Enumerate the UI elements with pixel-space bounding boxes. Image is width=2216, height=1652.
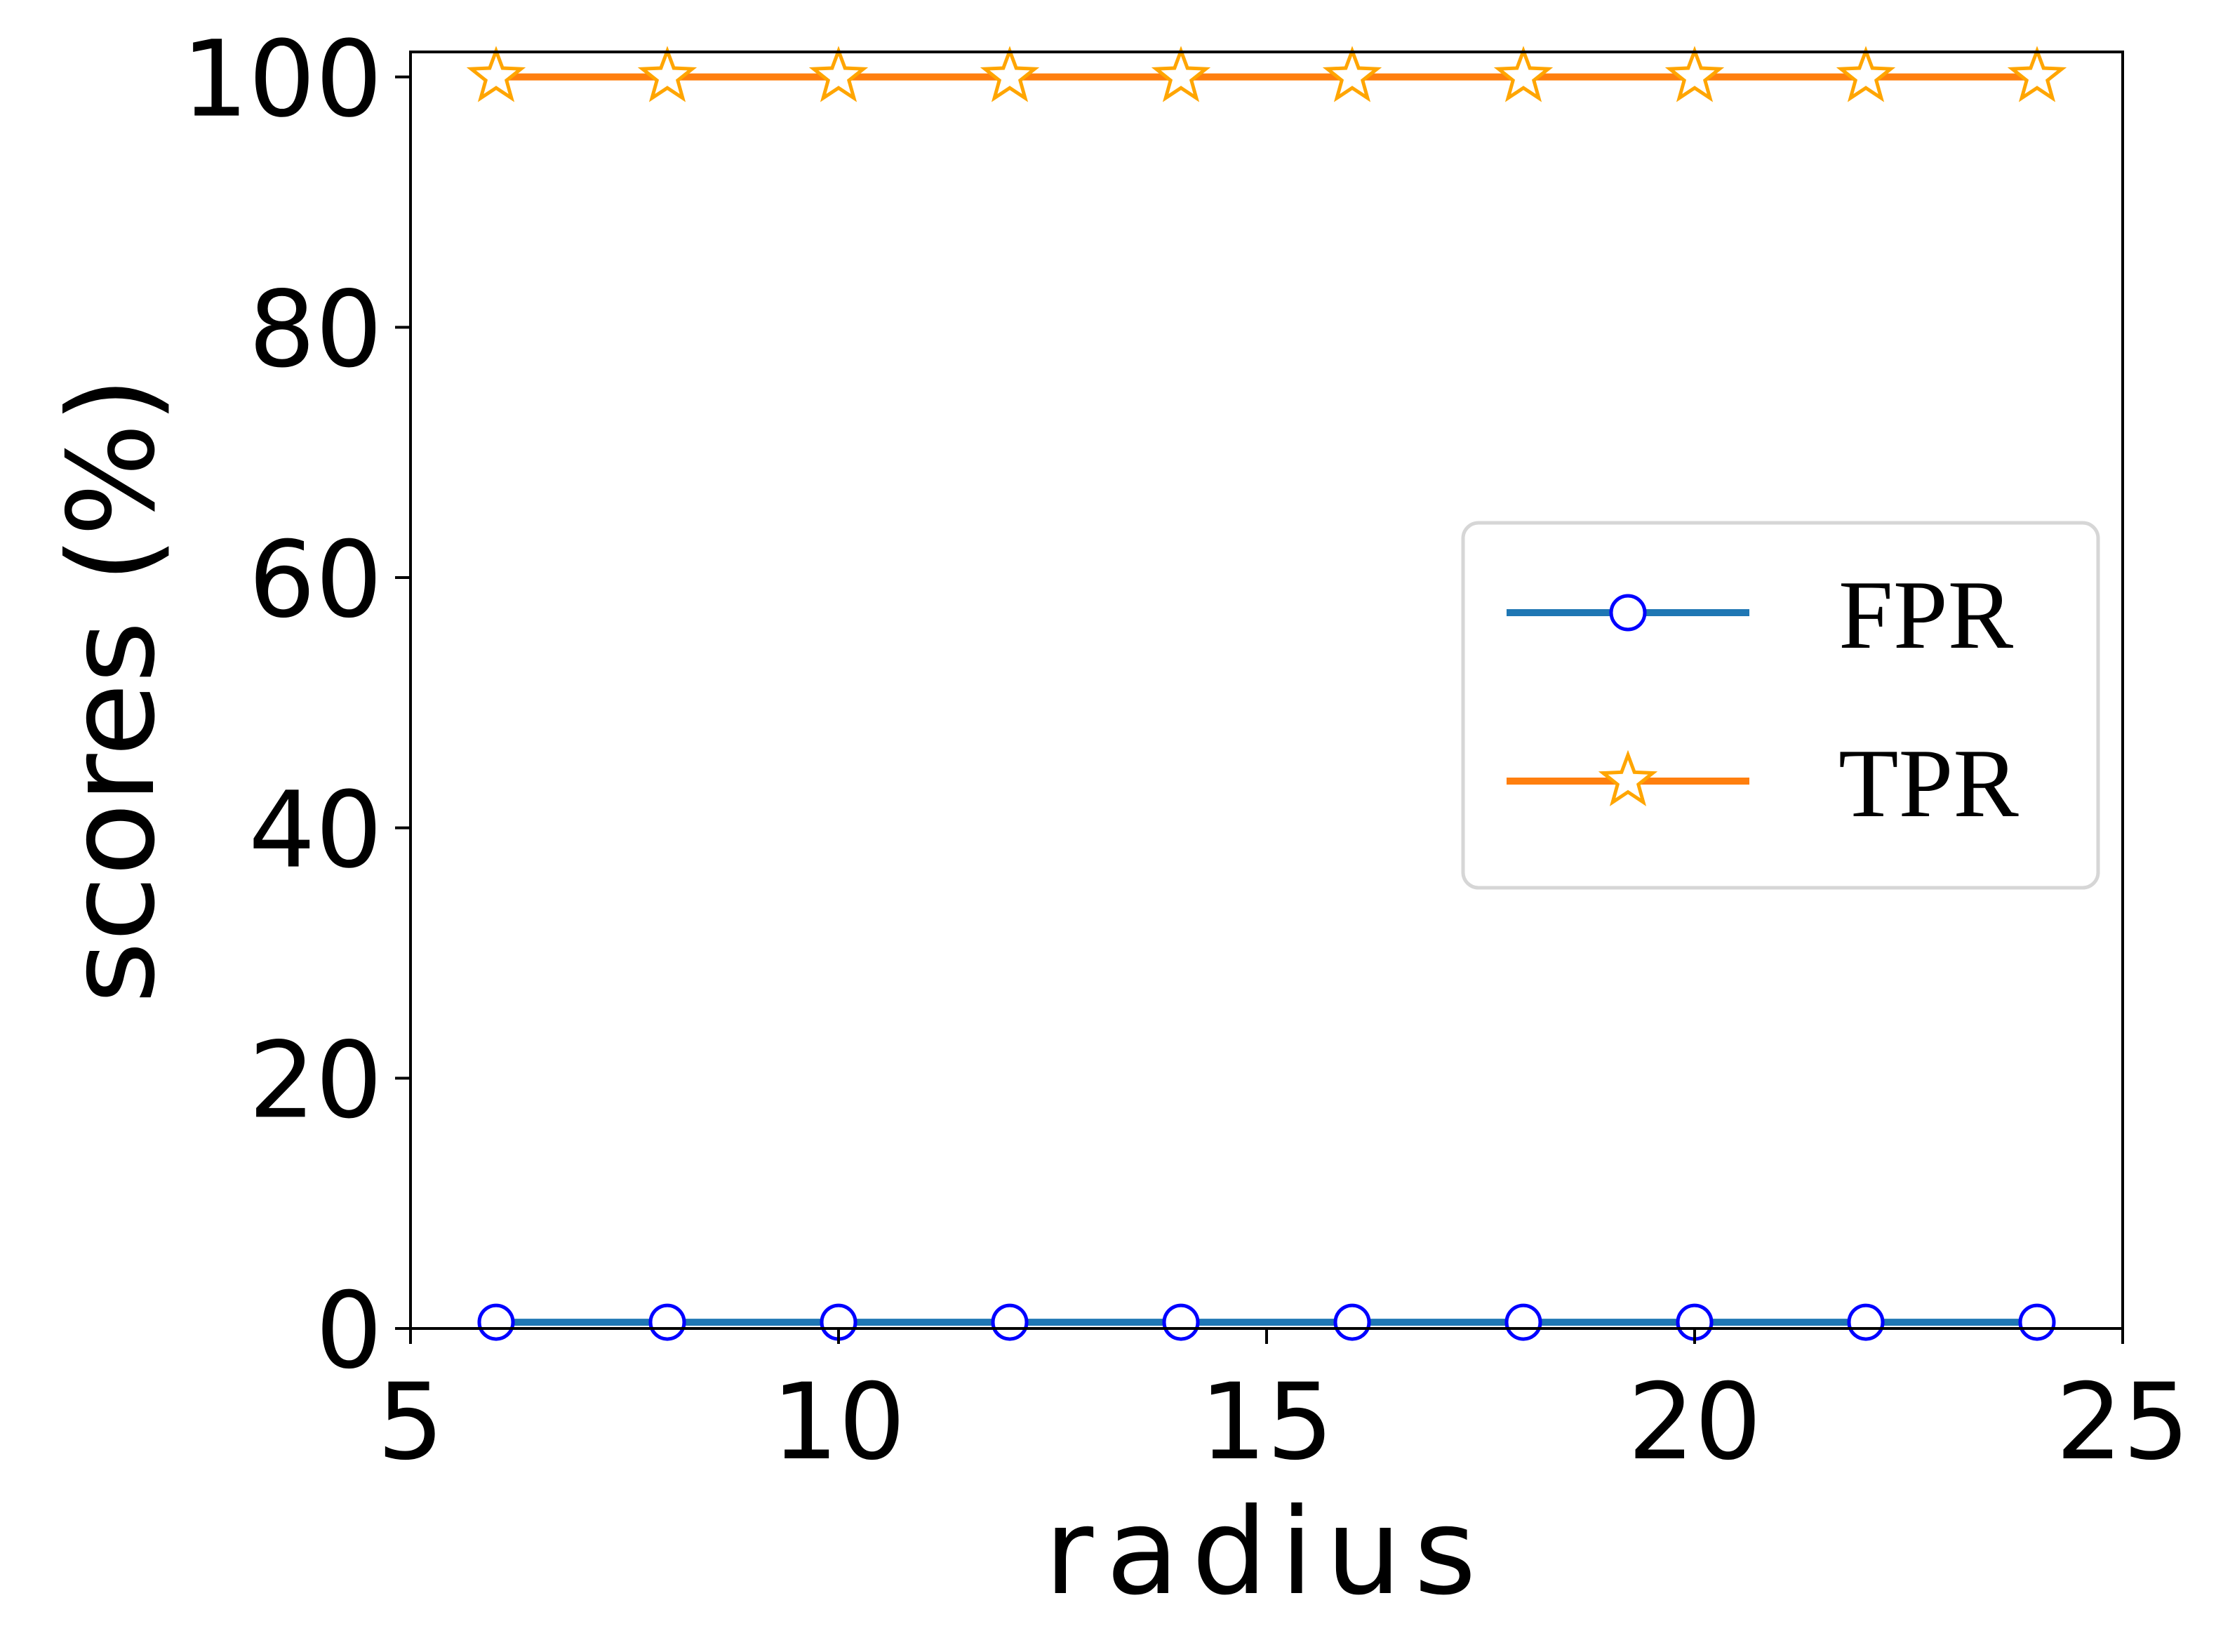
series-fpr	[477, 1303, 2056, 1341]
y-tick-label: 80	[248, 269, 382, 391]
fpr-point	[477, 1303, 515, 1341]
x-axis-title: radius	[1044, 1483, 1489, 1622]
y-tick-label: 40	[248, 770, 382, 892]
fpr-point	[648, 1303, 686, 1341]
fpr-point	[1504, 1303, 1542, 1341]
tpr-point	[1322, 46, 1382, 102]
y-tick-label: 100	[182, 19, 382, 141]
x-tick-label: 5	[377, 1361, 443, 1484]
x-tick-label: 20	[1628, 1361, 1762, 1484]
x-tick-label: 10	[772, 1361, 906, 1484]
legend: FPR TPR	[1461, 521, 2100, 890]
legend-item-fpr: FPR	[1507, 561, 2014, 670]
fpr-point	[1847, 1303, 1885, 1341]
legend-item-tpr: TPR	[1507, 729, 2019, 838]
x-tick-label: 25	[2056, 1361, 2190, 1484]
plot-area	[466, 46, 2067, 1341]
tpr-point	[1493, 46, 1554, 102]
legend-tpr-marker	[1598, 750, 1658, 806]
tpr-point	[466, 46, 526, 102]
fpr-point	[2018, 1303, 2056, 1341]
legend-label-tpr: TPR	[1838, 729, 2019, 838]
series-tpr	[466, 46, 2067, 102]
tpr-point	[1664, 46, 1725, 102]
tpr-point	[1836, 46, 1896, 102]
fpr-point	[991, 1303, 1029, 1341]
legend-entries: FPR TPR	[1507, 561, 2019, 838]
tpr-point	[980, 46, 1040, 102]
tpr-point	[637, 46, 697, 102]
y-tick-label: 60	[248, 519, 382, 641]
axes: 5 10 15 20 25 0 20 40 60 80 100	[182, 19, 2190, 1484]
legend-fpr-marker	[1609, 594, 1647, 632]
y-tick-label: 0	[316, 1270, 382, 1392]
fpr-point	[1162, 1303, 1200, 1341]
y-axis-title: scores (%)	[43, 377, 182, 1004]
tpr-point	[1151, 46, 1211, 102]
fpr-point	[1333, 1303, 1371, 1341]
legend-label-fpr: FPR	[1838, 561, 2014, 670]
tpr-point	[2007, 46, 2067, 102]
tpr-point	[808, 46, 869, 102]
x-tick-label: 15	[1200, 1361, 1334, 1484]
y-tick-label: 20	[248, 1020, 382, 1142]
